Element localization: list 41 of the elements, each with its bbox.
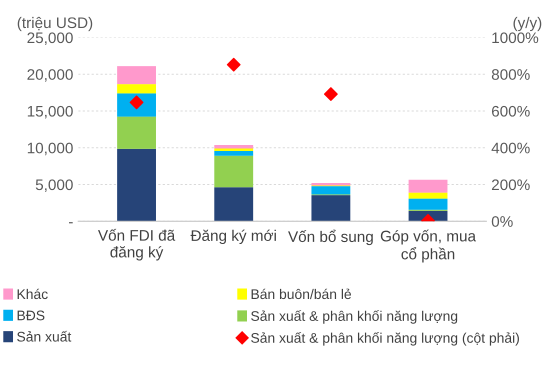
y-axis-title: (triệu USD) (18, 16, 92, 32)
y-tick-label: 25,000 (27, 32, 73, 45)
bar (214, 151, 254, 156)
bar (214, 156, 254, 188)
bar (117, 66, 156, 84)
y-tick-label: 20,000 (27, 69, 73, 82)
bar (408, 192, 448, 199)
y-tick-label: 15,000 (28, 106, 73, 118)
bar (117, 116, 156, 149)
bar (408, 198, 448, 210)
legend-label: Khác (18, 288, 48, 300)
bar (214, 187, 254, 222)
legend-label: BĐS (18, 310, 44, 320)
legend-label: Sản xuất & phân khối năng lượng (cột phải) (251, 332, 519, 346)
bar (311, 195, 350, 222)
x-tick-label: Đăng ký mới (190, 230, 276, 244)
bar (214, 148, 254, 152)
y2-tick-label: 400% (492, 142, 530, 154)
x-tick-label: Góp vốn, mua cổ phần (380, 230, 476, 262)
y-tick-label: - (68, 222, 73, 224)
bar (214, 144, 254, 149)
y2-tick-label: 800% (492, 69, 530, 80)
y-tick-label: 10,000 (28, 142, 73, 156)
bar (311, 186, 350, 194)
point (226, 58, 241, 72)
y2-tick-label: 200% (492, 179, 530, 190)
legend-label: Sản xuất (17, 330, 72, 342)
y2-tick-label: 1000% (492, 32, 538, 44)
bar (408, 180, 448, 193)
point (324, 87, 338, 101)
bar (311, 183, 350, 186)
y2-axis-title: (y/y) (513, 16, 542, 32)
legend-label: Sản xuất & phân khối năng lượng (251, 310, 458, 324)
bar (117, 148, 156, 222)
legend-label: Bán buôn/bán lẻ (252, 288, 352, 300)
x-tick-label: Vốn bổ sung (288, 230, 373, 246)
x-tick-label: Vốn FDI đã đăng ký (98, 228, 176, 261)
bar (117, 84, 156, 94)
y2-tick-label: 600% (492, 106, 530, 117)
y-tick-label: 5,000 (36, 179, 73, 192)
y2-tick-label: 0% (492, 216, 513, 227)
